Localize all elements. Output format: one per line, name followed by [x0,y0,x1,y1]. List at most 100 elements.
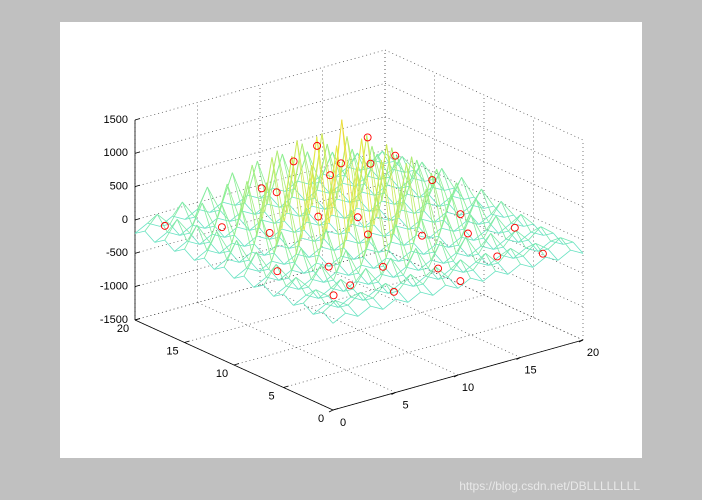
x-tick-label: 5 [402,399,408,411]
mesh-edge [448,236,462,248]
mesh-edge [543,232,554,236]
mesh-edge [213,258,227,270]
mesh-edge [313,228,327,272]
x-tick [516,357,521,360]
mesh-edge [498,230,509,234]
mesh-edge [273,191,287,254]
mesh-edge [440,241,454,262]
mesh-edge [338,209,352,265]
mesh-edge [376,216,390,221]
mesh-edge [439,203,450,207]
mesh-edge [510,248,521,265]
mesh-edge [273,252,285,265]
scatter-point [353,213,362,222]
mesh-edge [226,258,240,263]
mesh-edge [224,234,235,238]
mesh-edge [507,263,521,275]
mesh-edge [475,198,490,223]
mesh-edge [289,204,300,217]
mesh-edge [243,251,257,277]
mesh-edge [523,223,534,227]
mesh-edge [221,204,233,244]
mesh-edge [223,266,235,279]
mesh-edge [373,144,387,226]
scatter-point [510,223,519,232]
mesh-edge [201,202,213,235]
grid-line [384,216,584,307]
mesh-edge [366,135,380,210]
mesh-edge [305,289,316,296]
mesh-edge [269,195,281,208]
mesh-edge [478,253,489,266]
scatter-point [313,141,322,150]
mesh-edge [453,228,464,232]
mesh-edge [300,247,312,280]
mesh-edge [438,235,449,248]
mesh-edge [271,157,283,230]
mesh-edge [381,160,392,243]
mesh-edge [303,262,317,274]
mesh-edge [470,214,482,247]
mesh-edge [425,188,440,237]
scatter-point [538,249,547,258]
mesh-edge [483,215,497,239]
mesh-edge [309,213,320,226]
mesh-edge [223,240,237,268]
mesh-edge [251,164,263,221]
scatter-point [346,281,355,290]
mesh-edge [356,167,370,242]
mesh-edge [266,182,278,246]
mesh-edge [322,300,336,313]
mesh-edge [473,229,487,241]
mesh-edge [448,244,459,248]
mesh-edge [456,182,467,222]
z-tick-label: 1500 [104,114,128,126]
mesh-edge [508,214,522,232]
mesh-edge [370,305,384,310]
y-tick [283,385,289,388]
mesh-edge [318,184,332,256]
mesh-edge [328,255,342,267]
mesh-edge [510,214,522,224]
mesh-edge [535,243,546,258]
mesh-edge [457,277,471,289]
mesh-edge [478,213,492,225]
mesh-edge [189,202,203,234]
mesh-edge [532,256,546,268]
scatter-point [379,262,387,271]
mesh-edge [438,276,449,280]
mesh-edge [283,253,297,265]
mesh-edge [360,291,374,299]
mesh-edge [490,233,504,248]
mesh-edge [301,143,313,207]
mesh-edge [199,233,213,245]
mesh-edge [269,153,283,197]
mesh-edge [207,186,218,219]
mesh-edge [465,236,477,263]
mesh-edge [328,263,339,267]
scatter-point [272,188,281,197]
scatter-point [289,157,298,166]
mesh-edge [465,236,479,255]
mesh-edge [256,251,270,270]
mesh-edge [219,172,233,211]
mesh-edge [323,271,337,283]
mesh-edge [288,277,299,290]
mesh-edge [264,150,278,213]
mesh-edge [350,296,364,301]
mesh-edge [214,266,225,270]
mesh-edge [336,271,349,276]
mesh-edge [264,252,275,256]
mesh-edge [423,243,437,255]
mesh-edge [453,220,467,232]
x-tick-label: 15 [524,364,536,376]
mesh-edge [325,228,337,273]
mesh-edge [182,201,196,218]
mesh-edge [318,295,329,299]
mesh-edge [318,254,330,267]
mesh-edge [336,145,350,233]
mesh-edge [278,269,292,281]
mesh-edge [485,253,499,264]
scatter-point [366,159,375,168]
mesh-edge [278,277,289,281]
